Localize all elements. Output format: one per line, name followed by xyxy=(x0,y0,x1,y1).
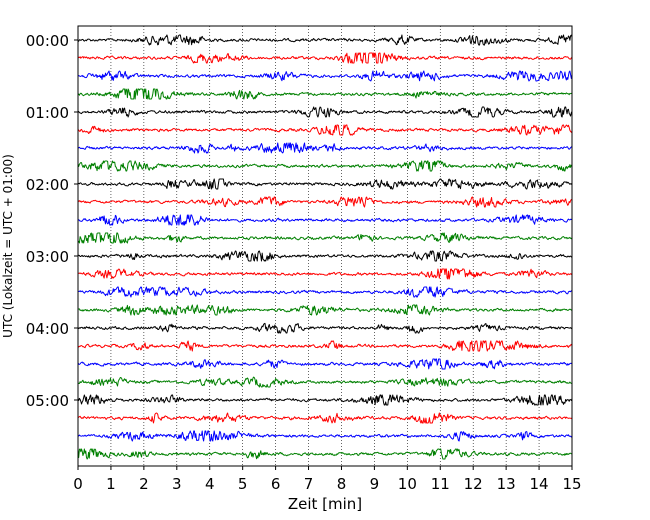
x-tick-label: 2 xyxy=(139,475,149,493)
trace-0030 xyxy=(77,70,573,82)
plot-frame xyxy=(77,25,573,467)
x-tick-label: 6 xyxy=(271,475,281,493)
trace-0515 xyxy=(77,412,573,424)
x-tick-label: 3 xyxy=(172,475,182,493)
y-tick-label: 00:00 xyxy=(26,32,69,50)
trace-0345 xyxy=(77,304,573,316)
trace-0430 xyxy=(77,358,573,370)
x-tick-label: 8 xyxy=(337,475,347,493)
x-tick-label: 4 xyxy=(205,475,215,493)
x-axis-label: Zeit [min] xyxy=(288,495,362,513)
trace-0145 xyxy=(77,160,573,172)
trace-0530 xyxy=(77,430,573,442)
trace-0500 xyxy=(77,394,573,406)
trace-0245 xyxy=(77,232,573,244)
y-axis-label: UTC (Lokalzeit = UTC + 01:00) xyxy=(1,154,15,338)
x-tick-label: 5 xyxy=(238,475,248,493)
y-tick-label: 04:00 xyxy=(26,320,69,338)
x-tick-label: 15 xyxy=(562,475,581,493)
trace-0545 xyxy=(77,448,573,460)
trace-0115 xyxy=(77,124,573,136)
trace-0000 xyxy=(77,34,573,46)
trace-0215 xyxy=(77,196,573,208)
x-tick-label: 13 xyxy=(497,475,516,493)
trace-0445 xyxy=(77,376,573,388)
x-tick-label: 9 xyxy=(370,475,380,493)
y-tick-label: 02:00 xyxy=(26,176,69,194)
trace-0400 xyxy=(77,322,573,334)
trace-0130 xyxy=(77,142,573,154)
y-tick-label: 03:00 xyxy=(26,248,69,266)
x-tick-label: 14 xyxy=(530,475,549,493)
x-tick-label: 10 xyxy=(398,475,417,493)
trace-0100 xyxy=(77,106,573,118)
x-tick-label: 0 xyxy=(73,475,83,493)
x-tick-label: 7 xyxy=(304,475,314,493)
x-tick-label: 1 xyxy=(106,475,116,493)
y-axis-ticks: 00:00 01:00 02:00 03:00 04:00 05:00 xyxy=(26,32,78,410)
trace-0330 xyxy=(77,286,573,298)
trace-0415 xyxy=(77,340,573,352)
trace-0015 xyxy=(77,52,573,64)
x-axis-ticks: 0 1 2 3 4 5 6 7 8 9 10 11 12 13 14 15 xyxy=(73,466,582,493)
y-tick-label: 01:00 xyxy=(26,104,69,122)
trace-0200 xyxy=(77,178,573,190)
trace-0315 xyxy=(77,268,573,280)
trace-group xyxy=(77,34,573,460)
trace-0300 xyxy=(77,250,573,262)
y-tick-label: 05:00 xyxy=(26,392,69,410)
x-tick-label: 11 xyxy=(431,475,450,493)
trace-0045 xyxy=(77,88,573,100)
trace-0230 xyxy=(77,214,573,226)
x-tick-label: 12 xyxy=(464,475,483,493)
grid-lines xyxy=(110,26,540,466)
